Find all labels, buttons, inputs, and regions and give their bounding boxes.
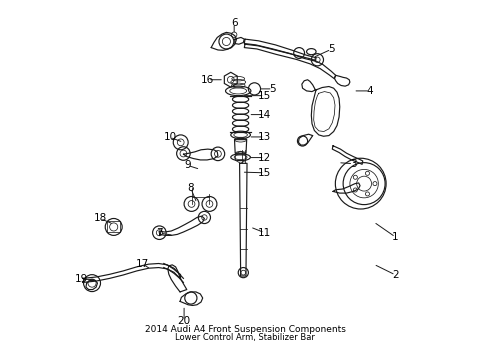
Text: 2014 Audi A4 Front Suspension Components: 2014 Audi A4 Front Suspension Components <box>145 325 345 334</box>
Text: 18: 18 <box>94 213 107 224</box>
Text: 9: 9 <box>184 160 191 170</box>
Text: 8: 8 <box>188 183 194 193</box>
Text: 16: 16 <box>201 75 215 85</box>
Text: 15: 15 <box>258 168 271 178</box>
Text: 19: 19 <box>75 274 89 284</box>
Text: 15: 15 <box>258 91 271 101</box>
Text: 4: 4 <box>367 86 373 96</box>
Text: 13: 13 <box>258 132 271 142</box>
Text: 14: 14 <box>258 109 271 120</box>
Text: 1: 1 <box>392 232 399 242</box>
Text: 2: 2 <box>392 270 399 280</box>
Text: 12: 12 <box>258 153 271 163</box>
Text: 3: 3 <box>350 159 357 169</box>
Text: 20: 20 <box>177 316 191 326</box>
Text: 17: 17 <box>136 259 149 269</box>
Text: Lower Control Arm, Stabilizer Bar: Lower Control Arm, Stabilizer Bar <box>175 333 315 342</box>
Text: 5: 5 <box>270 84 276 94</box>
Text: 7: 7 <box>156 228 163 238</box>
Text: 5: 5 <box>328 44 335 54</box>
Text: 10: 10 <box>163 132 176 142</box>
Text: 6: 6 <box>231 18 238 28</box>
Text: 11: 11 <box>258 228 271 238</box>
